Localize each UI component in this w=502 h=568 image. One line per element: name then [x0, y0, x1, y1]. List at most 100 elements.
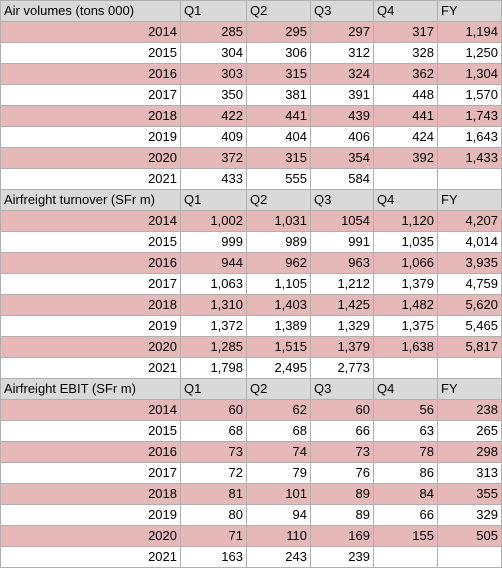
- year-cell[interactable]: 2018: [0, 294, 181, 316]
- value-cell[interactable]: 2,495: [246, 357, 311, 379]
- value-cell[interactable]: 1,212: [310, 273, 374, 295]
- value-cell[interactable]: 101: [246, 483, 311, 505]
- value-cell[interactable]: 409: [180, 126, 247, 148]
- value-cell[interactable]: 1,120: [373, 210, 438, 232]
- value-cell[interactable]: 80: [180, 504, 247, 526]
- value-cell[interactable]: 84: [373, 483, 438, 505]
- value-cell[interactable]: 313: [437, 462, 502, 484]
- value-cell[interactable]: [373, 357, 438, 379]
- year-cell[interactable]: 2019: [0, 315, 181, 337]
- value-cell[interactable]: 1,570: [437, 84, 502, 106]
- value-cell[interactable]: 406: [310, 126, 374, 148]
- value-cell[interactable]: 169: [310, 525, 374, 547]
- year-cell[interactable]: 2016: [0, 63, 181, 85]
- value-cell[interactable]: 505: [437, 525, 502, 547]
- value-cell[interactable]: 1,285: [180, 336, 247, 358]
- value-cell[interactable]: 110: [246, 525, 311, 547]
- value-cell[interactable]: 1,105: [246, 273, 311, 295]
- value-cell[interactable]: 963: [310, 252, 374, 274]
- column-header-cell[interactable]: Q4: [373, 378, 438, 400]
- year-cell[interactable]: 2014: [0, 210, 181, 232]
- column-header-cell[interactable]: FY: [437, 0, 502, 22]
- value-cell[interactable]: 354: [310, 147, 374, 169]
- value-cell[interactable]: 72: [180, 462, 247, 484]
- value-cell[interactable]: 243: [246, 546, 311, 568]
- year-cell[interactable]: 2017: [0, 273, 181, 295]
- value-cell[interactable]: 73: [310, 441, 374, 463]
- year-cell[interactable]: 2021: [0, 168, 181, 190]
- value-cell[interactable]: 94: [246, 504, 311, 526]
- value-cell[interactable]: 1,515: [246, 336, 311, 358]
- column-header-cell[interactable]: Q2: [246, 378, 311, 400]
- value-cell[interactable]: 1,372: [180, 315, 247, 337]
- value-cell[interactable]: 1,250: [437, 42, 502, 64]
- value-cell[interactable]: 999: [180, 231, 247, 253]
- value-cell[interactable]: 448: [373, 84, 438, 106]
- year-cell[interactable]: 2021: [0, 546, 181, 568]
- year-cell[interactable]: 2020: [0, 336, 181, 358]
- year-cell[interactable]: 2020: [0, 525, 181, 547]
- value-cell[interactable]: 381: [246, 84, 311, 106]
- value-cell[interactable]: 315: [246, 147, 311, 169]
- year-cell[interactable]: 2021: [0, 357, 181, 379]
- section-title[interactable]: Airfreight EBIT (SFr m): [0, 378, 181, 400]
- year-cell[interactable]: 2020: [0, 147, 181, 169]
- year-cell[interactable]: 2014: [0, 21, 181, 43]
- column-header-cell[interactable]: Q3: [310, 0, 374, 22]
- value-cell[interactable]: 584: [310, 168, 374, 190]
- value-cell[interactable]: [373, 546, 438, 568]
- value-cell[interactable]: 1,194: [437, 21, 502, 43]
- value-cell[interactable]: 422: [180, 105, 247, 127]
- value-cell[interactable]: [437, 546, 502, 568]
- column-header-cell[interactable]: Q3: [310, 378, 374, 400]
- value-cell[interactable]: 989: [246, 231, 311, 253]
- value-cell[interactable]: 1054: [310, 210, 374, 232]
- value-cell[interactable]: 303: [180, 63, 247, 85]
- value-cell[interactable]: 1,375: [373, 315, 438, 337]
- value-cell[interactable]: 1,482: [373, 294, 438, 316]
- value-cell[interactable]: 66: [373, 504, 438, 526]
- column-header-cell[interactable]: Q2: [246, 0, 311, 22]
- year-cell[interactable]: 2016: [0, 441, 181, 463]
- value-cell[interactable]: 60: [310, 399, 374, 421]
- value-cell[interactable]: 350: [180, 84, 247, 106]
- year-cell[interactable]: 2016: [0, 252, 181, 274]
- value-cell[interactable]: 285: [180, 21, 247, 43]
- value-cell[interactable]: 441: [373, 105, 438, 127]
- value-cell[interactable]: 362: [373, 63, 438, 85]
- value-cell[interactable]: 441: [246, 105, 311, 127]
- value-cell[interactable]: 433: [180, 168, 247, 190]
- value-cell[interactable]: 317: [373, 21, 438, 43]
- value-cell[interactable]: 89: [310, 504, 374, 526]
- value-cell[interactable]: 1,425: [310, 294, 374, 316]
- value-cell[interactable]: 68: [180, 420, 247, 442]
- value-cell[interactable]: 79: [246, 462, 311, 484]
- value-cell[interactable]: 1,743: [437, 105, 502, 127]
- value-cell[interactable]: 238: [437, 399, 502, 421]
- value-cell[interactable]: [373, 168, 438, 190]
- value-cell[interactable]: 1,379: [373, 273, 438, 295]
- value-cell[interactable]: 404: [246, 126, 311, 148]
- value-cell[interactable]: 355: [437, 483, 502, 505]
- value-cell[interactable]: 1,035: [373, 231, 438, 253]
- value-cell[interactable]: 391: [310, 84, 374, 106]
- section-title[interactable]: Air volumes (tons 000): [0, 0, 181, 22]
- value-cell[interactable]: 4,207: [437, 210, 502, 232]
- year-cell[interactable]: 2014: [0, 399, 181, 421]
- value-cell[interactable]: 68: [246, 420, 311, 442]
- value-cell[interactable]: 295: [246, 21, 311, 43]
- value-cell[interactable]: 1,638: [373, 336, 438, 358]
- value-cell[interactable]: 329: [437, 504, 502, 526]
- column-header-cell[interactable]: Q1: [180, 0, 247, 22]
- value-cell[interactable]: 372: [180, 147, 247, 169]
- value-cell[interactable]: 5,465: [437, 315, 502, 337]
- value-cell[interactable]: 944: [180, 252, 247, 274]
- value-cell[interactable]: 1,002: [180, 210, 247, 232]
- value-cell[interactable]: 239: [310, 546, 374, 568]
- value-cell[interactable]: 304: [180, 42, 247, 64]
- value-cell[interactable]: 1,379: [310, 336, 374, 358]
- column-header-cell[interactable]: Q1: [180, 378, 247, 400]
- column-header-cell[interactable]: Q4: [373, 0, 438, 22]
- year-cell[interactable]: 2015: [0, 42, 181, 64]
- value-cell[interactable]: 265: [437, 420, 502, 442]
